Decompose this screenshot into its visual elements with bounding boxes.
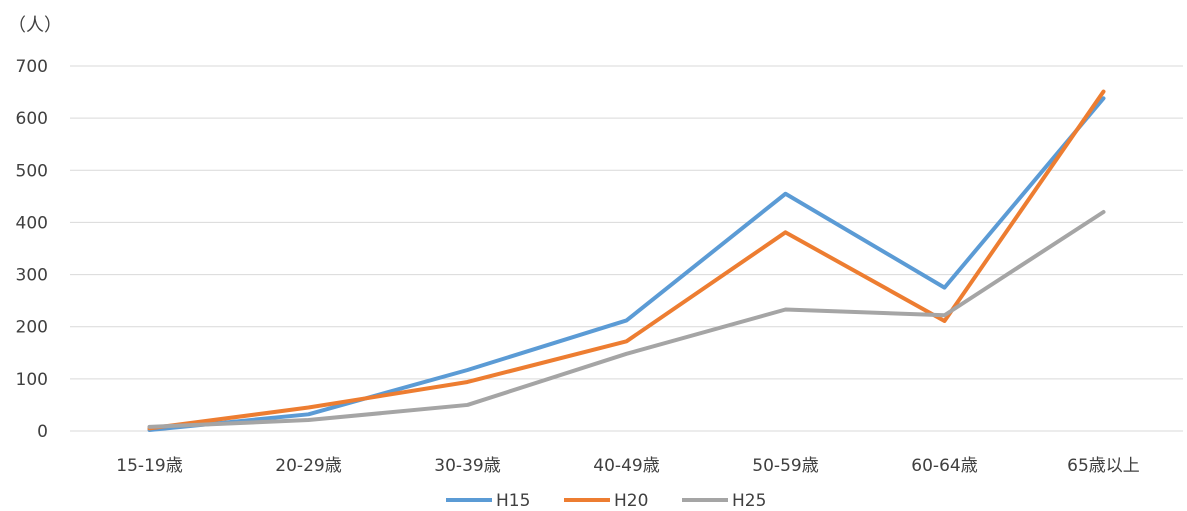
y-tick-label: 400 [16,213,48,233]
y-tick-label: 600 [16,109,48,129]
x-tick-label: 65歳以上 [1067,456,1140,476]
x-tick-label: 60-64歳 [911,456,977,476]
x-tick-label: 30-39歳 [434,456,500,476]
y-tick-label: 0 [37,422,48,442]
series-line-h15 [147,96,1106,432]
y-tick-label: 700 [16,57,48,77]
y-tick-label: 200 [16,318,48,338]
series-line-h20 [147,89,1106,431]
x-tick-label: 15-19歳 [116,456,182,476]
legend-label-h25: H25 [732,491,766,511]
y-axis-unit-label: （人） [8,15,62,36]
legend-label-h20: H20 [614,491,648,511]
y-tick-label: 300 [16,266,48,286]
series-line-h25 [147,210,1106,429]
legend-label-h15: H15 [496,491,530,511]
y-tick-label: 100 [16,370,48,390]
y-tick-label: 500 [16,161,48,181]
x-tick-label: 40-49歳 [593,456,659,476]
x-tick-label: 50-59歳 [752,456,818,476]
x-tick-label: 20-29歳 [275,456,341,476]
